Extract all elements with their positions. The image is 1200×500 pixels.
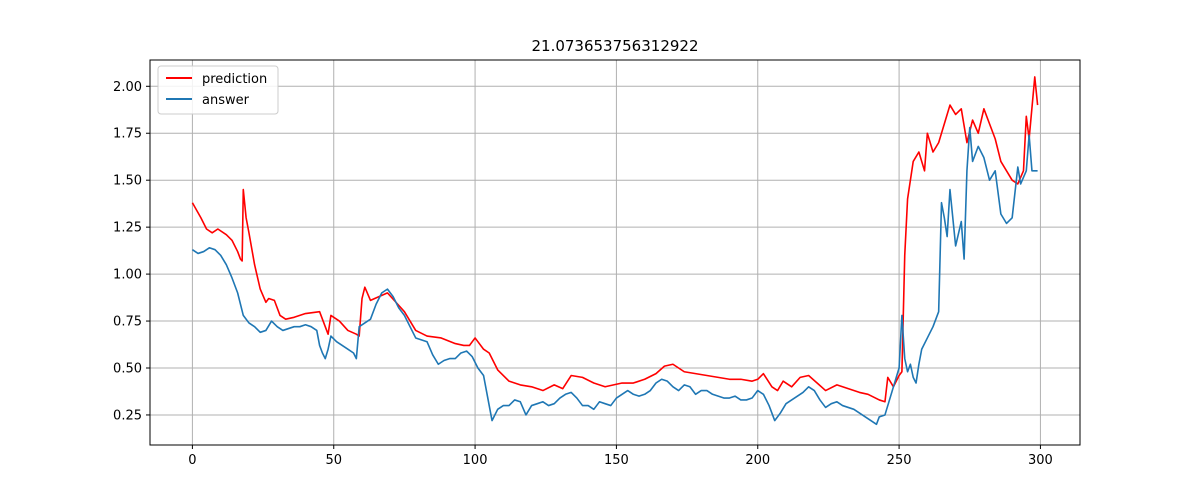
legend: prediction answer <box>157 65 279 115</box>
legend-label-answer: answer <box>202 93 250 108</box>
x-tick-label: 50 <box>325 453 342 468</box>
y-tick-label: 1.00 <box>113 268 142 283</box>
series-line-answer <box>191 126 1038 426</box>
x-tick-label: 100 <box>463 453 488 468</box>
series-layer <box>191 76 1039 426</box>
x-tick-label: 200 <box>745 453 770 468</box>
x-tick-label: 300 <box>1028 453 1053 468</box>
y-tick-label: 2.00 <box>113 80 142 95</box>
x-axis: 0 50 100 150 200 250 300 <box>188 445 1053 468</box>
plot-frame <box>149 59 1081 446</box>
y-axis: 0.25 0.50 0.75 1.00 1.25 1.50 1.75 2.00 <box>113 80 150 423</box>
series-line-prediction <box>191 76 1039 403</box>
y-tick-label: 1.50 <box>113 174 142 189</box>
y-tick-label: 0.50 <box>113 362 142 377</box>
x-tick-label: 250 <box>887 453 912 468</box>
chart-title: 21.073653756312922 <box>531 37 698 55</box>
x-tick-label: 150 <box>604 453 629 468</box>
y-tick-label: 1.25 <box>113 221 142 236</box>
y-tick-label: 1.75 <box>113 127 142 142</box>
y-tick-label: 0.25 <box>113 408 142 423</box>
legend-label-prediction: prediction <box>202 72 267 87</box>
y-tick-label: 0.75 <box>113 315 142 330</box>
grid <box>150 60 1080 445</box>
x-tick-label: 0 <box>188 453 196 468</box>
